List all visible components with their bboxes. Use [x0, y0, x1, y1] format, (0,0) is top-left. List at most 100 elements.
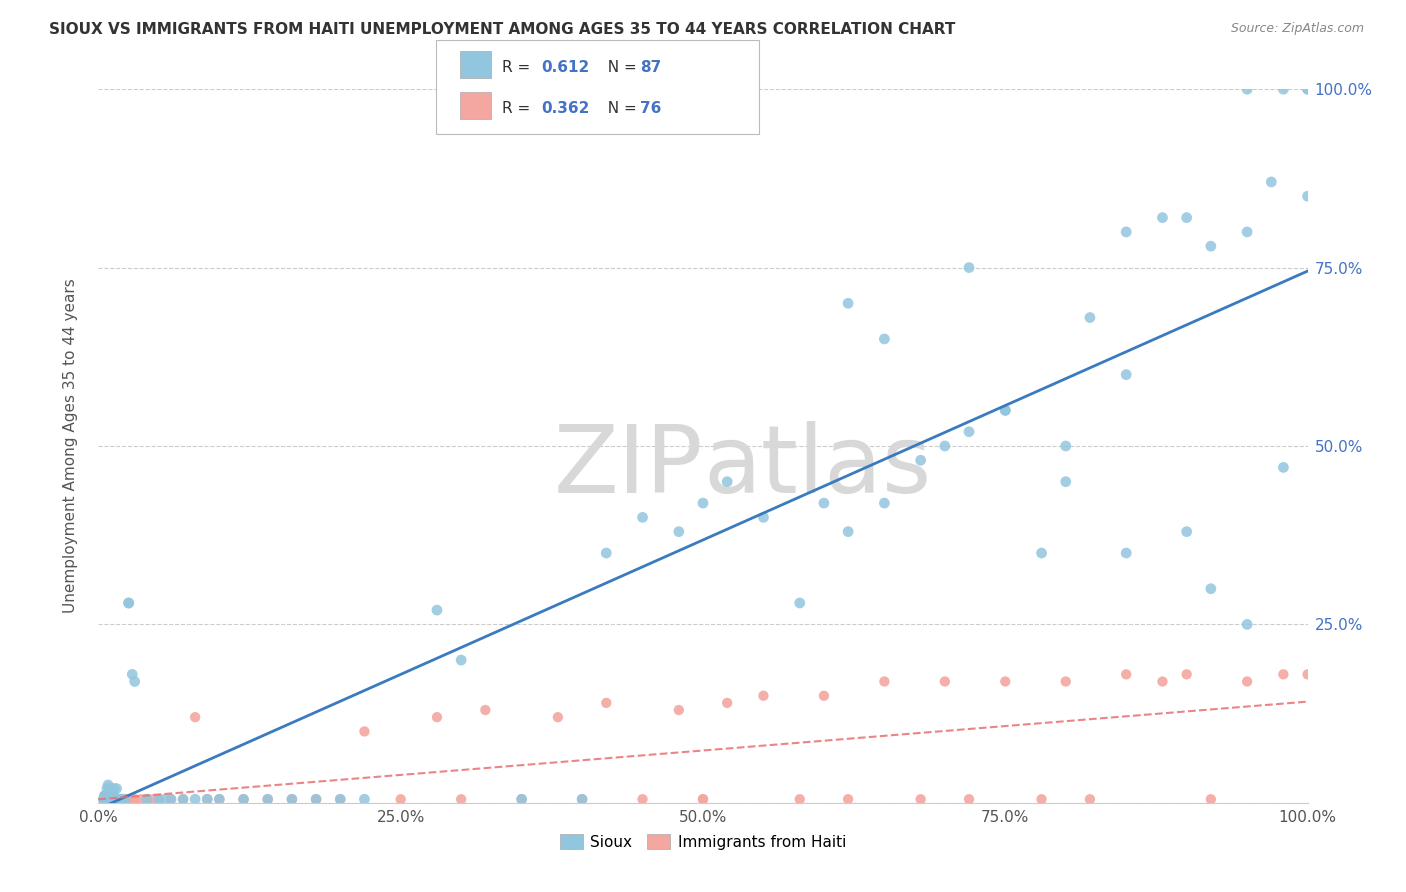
Point — [104, 792, 127, 806]
Point — [129, 792, 152, 806]
Point — [1236, 617, 1258, 632]
Point — [1031, 546, 1053, 560]
Point — [571, 792, 593, 806]
Legend: Sioux, Immigrants from Haiti: Sioux, Immigrants from Haiti — [554, 828, 852, 855]
Point — [108, 792, 131, 806]
Y-axis label: Unemployment Among Ages 35 to 44 years: Unemployment Among Ages 35 to 44 years — [63, 278, 77, 614]
Point — [97, 789, 120, 803]
Point — [1175, 524, 1198, 539]
Point — [100, 792, 122, 806]
Point — [1236, 674, 1258, 689]
Point — [100, 792, 122, 806]
Point — [1296, 667, 1319, 681]
Point — [98, 792, 121, 806]
Point — [305, 792, 328, 806]
Point — [105, 792, 128, 806]
Point — [232, 792, 254, 806]
Point — [873, 674, 896, 689]
Point — [124, 792, 146, 806]
Point — [91, 792, 114, 806]
Point — [281, 792, 304, 806]
Point — [1115, 368, 1137, 382]
Point — [100, 781, 122, 796]
Point — [1152, 674, 1174, 689]
Point — [1054, 439, 1077, 453]
Point — [114, 792, 136, 806]
Point — [93, 792, 115, 806]
Point — [96, 789, 118, 803]
Point — [114, 792, 136, 806]
Point — [148, 792, 170, 806]
Point — [353, 724, 375, 739]
Point — [994, 403, 1017, 417]
Point — [232, 792, 254, 806]
Point — [1260, 175, 1282, 189]
Point — [160, 792, 183, 806]
Point — [118, 792, 141, 806]
Point — [118, 596, 141, 610]
Point — [1152, 211, 1174, 225]
Point — [1296, 82, 1319, 96]
Point — [93, 789, 115, 803]
Point — [97, 778, 120, 792]
Point — [1272, 667, 1295, 681]
Point — [1054, 674, 1077, 689]
Point — [329, 792, 352, 806]
Point — [752, 689, 775, 703]
Point — [692, 792, 714, 806]
Point — [1078, 792, 1101, 806]
Point — [873, 496, 896, 510]
Text: R =: R = — [502, 101, 536, 116]
Point — [837, 792, 859, 806]
Point — [101, 792, 124, 806]
Point — [631, 510, 654, 524]
Point — [208, 792, 231, 806]
Point — [595, 546, 617, 560]
Point — [510, 792, 533, 806]
Point — [389, 792, 412, 806]
Point — [103, 792, 125, 806]
Text: atlas: atlas — [703, 421, 931, 514]
Point — [94, 792, 117, 806]
Point — [256, 792, 278, 806]
Point — [631, 792, 654, 806]
Point — [1236, 82, 1258, 96]
Point — [148, 792, 170, 806]
Point — [1296, 189, 1319, 203]
Point — [1175, 667, 1198, 681]
Point — [450, 792, 472, 806]
Point — [1199, 582, 1222, 596]
Point — [121, 792, 143, 806]
Point — [789, 792, 811, 806]
Point — [994, 403, 1017, 417]
Point — [172, 792, 194, 806]
Point — [208, 792, 231, 806]
Point — [111, 792, 134, 806]
Text: 0.362: 0.362 — [541, 101, 589, 116]
Point — [103, 781, 125, 796]
Point — [1272, 82, 1295, 96]
Point — [789, 596, 811, 610]
Point — [172, 792, 194, 806]
Point — [96, 781, 118, 796]
Point — [96, 790, 118, 805]
Point — [1115, 667, 1137, 681]
Point — [1078, 310, 1101, 325]
Point — [101, 789, 124, 803]
Point — [329, 792, 352, 806]
Text: R =: R = — [502, 60, 536, 75]
Point — [103, 789, 125, 803]
Text: N =: N = — [598, 101, 641, 116]
Point — [104, 792, 127, 806]
Point — [94, 792, 117, 806]
Point — [716, 696, 738, 710]
Text: ZIP: ZIP — [554, 421, 703, 514]
Point — [184, 792, 207, 806]
Point — [571, 792, 593, 806]
Point — [93, 789, 115, 803]
Point — [121, 667, 143, 681]
Point — [1199, 792, 1222, 806]
Point — [100, 785, 122, 799]
Point — [1115, 546, 1137, 560]
Point — [426, 710, 449, 724]
